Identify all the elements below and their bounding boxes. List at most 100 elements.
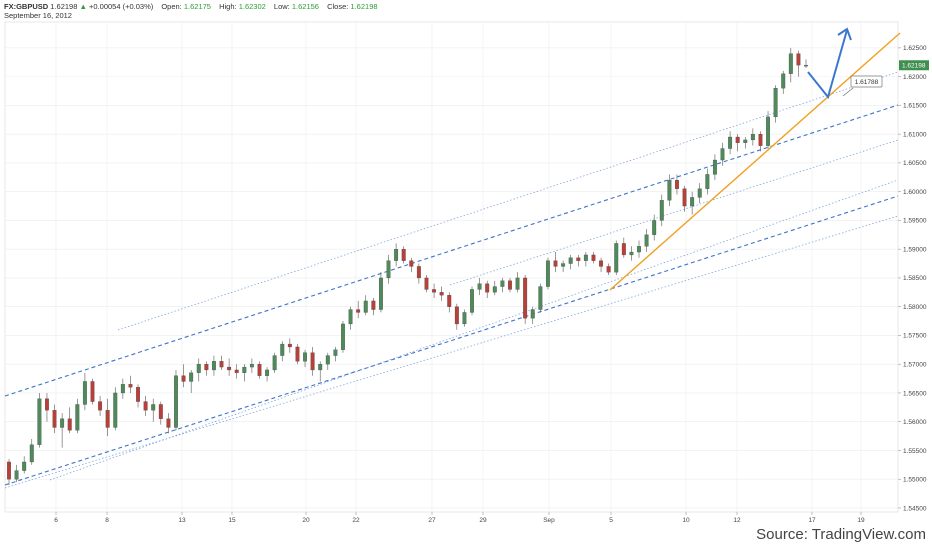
chart-header: FX:GBPUSD 1.62198 ▲ +0.00054 (+0.03%) Op… — [4, 1, 378, 12]
high-value: 1.62302 — [238, 2, 266, 11]
candle-body — [735, 136, 740, 143]
candle — [249, 358, 254, 373]
candle-body — [538, 286, 543, 310]
candle-body — [583, 254, 588, 261]
candle-body — [508, 280, 512, 290]
candle-body — [128, 384, 133, 388]
candle — [287, 338, 292, 353]
candle-body — [318, 364, 323, 371]
candle-body — [675, 180, 679, 189]
candle — [621, 237, 626, 258]
candle — [158, 401, 163, 425]
trendline — [609, 32, 901, 291]
candle-body — [599, 260, 604, 267]
candle-body — [621, 243, 626, 256]
candle-body — [204, 364, 209, 371]
candle-body — [67, 418, 72, 431]
annotation-pointer — [842, 87, 854, 97]
candle — [675, 174, 679, 195]
candle-body — [530, 309, 535, 319]
channel-upper-dashed — [4, 104, 899, 397]
x-tick-label: 22 — [352, 517, 360, 524]
candle — [599, 257, 604, 273]
candle-body — [462, 312, 467, 325]
candle-body — [773, 87, 778, 118]
candle-body — [591, 254, 596, 261]
candle — [143, 395, 148, 416]
source-brand: TradingView.com — [811, 526, 926, 543]
candle-body — [303, 352, 307, 362]
channel-dotted-low — [49, 179, 899, 481]
candle — [174, 369, 178, 431]
candle — [439, 286, 444, 301]
candle — [265, 367, 270, 382]
candle-body — [804, 64, 808, 67]
candle — [29, 438, 34, 465]
candle-body — [690, 197, 695, 207]
last-price: 1.62198 — [50, 2, 78, 11]
candle-body — [720, 148, 725, 161]
candle-body — [439, 292, 444, 296]
candle — [462, 309, 467, 327]
source-prefix: Source: — [756, 526, 812, 543]
candle — [136, 384, 140, 408]
candle-body — [333, 349, 338, 356]
candle-body — [257, 364, 262, 376]
candle — [242, 364, 247, 382]
close-value: 1.62198 — [350, 2, 378, 11]
candle-body — [523, 277, 528, 319]
x-tick-label: 29 — [479, 517, 487, 524]
x-tick-label: Sep — [543, 517, 555, 524]
candle-body — [7, 461, 11, 480]
candle-body — [667, 180, 672, 201]
plot-frame — [4, 21, 899, 513]
candle — [295, 344, 300, 365]
candle-body — [781, 73, 786, 89]
candle — [90, 378, 95, 405]
candle — [538, 283, 543, 313]
candle — [553, 252, 558, 273]
candle — [773, 85, 778, 123]
candle — [781, 70, 786, 94]
candle-body — [166, 418, 171, 428]
candle — [515, 272, 520, 293]
candle — [804, 59, 808, 69]
candle — [545, 257, 550, 290]
x-tick-label: 6 — [54, 517, 58, 524]
candle-body — [60, 418, 65, 428]
x-tick-label: 5 — [609, 517, 613, 524]
candle — [22, 456, 27, 474]
candle — [45, 392, 49, 422]
forecast-path — [807, 29, 848, 100]
y-tick-label: 1.55500 — [903, 448, 927, 455]
candle-body — [659, 200, 664, 221]
last-price-badge — [899, 60, 929, 71]
high-label: High: — [219, 2, 237, 11]
candle-body — [90, 381, 95, 402]
x-tick-label: 10 — [682, 517, 690, 524]
candle — [318, 361, 323, 382]
candle-body — [98, 401, 103, 411]
candle-body — [181, 375, 186, 382]
candle — [52, 404, 57, 434]
candle-body — [14, 470, 19, 480]
channel-dotted-mid — [449, 139, 899, 286]
candle — [705, 168, 710, 195]
candle — [325, 352, 330, 370]
candle — [743, 137, 748, 149]
candle — [697, 183, 702, 204]
low-label: Low: — [273, 2, 290, 11]
candle — [720, 142, 725, 166]
candle — [82, 372, 87, 411]
candle-body — [652, 220, 657, 235]
candle-body — [174, 375, 178, 428]
candle — [424, 275, 429, 293]
y-tick-label: 1.58000 — [903, 304, 927, 311]
candle-body — [189, 372, 194, 382]
candle — [105, 398, 110, 437]
candle — [568, 254, 573, 270]
y-tick-label: 1.59000 — [903, 246, 927, 253]
last-price-label: 1.62198 — [902, 63, 926, 70]
annotation-box — [850, 75, 883, 88]
